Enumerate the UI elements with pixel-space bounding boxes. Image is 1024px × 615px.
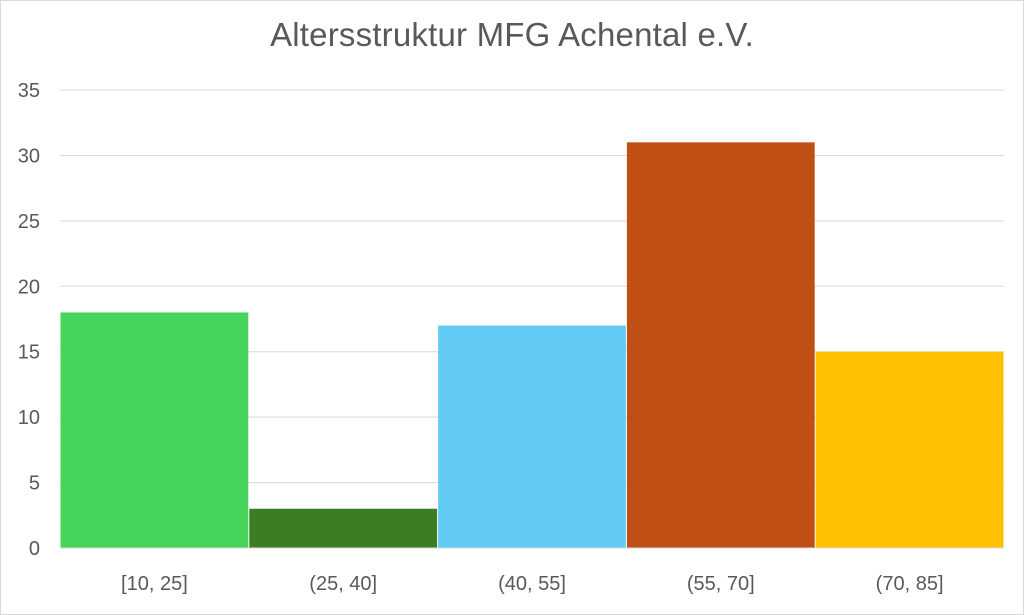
bar [626, 142, 815, 549]
x-tick-label: (25, 40] [309, 573, 377, 595]
y-axis-ticks: 0 5 10 15 20 25 30 35 [18, 80, 40, 560]
bar [60, 312, 249, 548]
y-tick-label: 35 [18, 80, 40, 102]
bars [60, 142, 1004, 549]
x-tick-label: (40, 55] [498, 573, 566, 595]
y-tick-label: 10 [18, 407, 40, 429]
y-tick-label: 0 [29, 538, 40, 560]
y-tick-label: 15 [18, 342, 40, 364]
y-tick-label: 30 [18, 145, 40, 167]
y-tick-label: 20 [18, 276, 40, 298]
bar [249, 508, 438, 548]
y-tick-label: 25 [18, 211, 40, 233]
chart-title: Altersstruktur MFG Achental e.V. [270, 16, 754, 53]
y-tick-label: 5 [29, 473, 40, 495]
x-tick-label: (55, 70] [687, 573, 755, 595]
bar [438, 325, 626, 548]
x-tick-label: (70, 85] [876, 573, 944, 595]
bar [815, 351, 1004, 548]
x-axis-ticks: [10, 25] (25, 40] (40, 55] (55, 70] (70, 85] [121, 573, 943, 595]
x-tick-label: [10, 25] [121, 573, 188, 595]
